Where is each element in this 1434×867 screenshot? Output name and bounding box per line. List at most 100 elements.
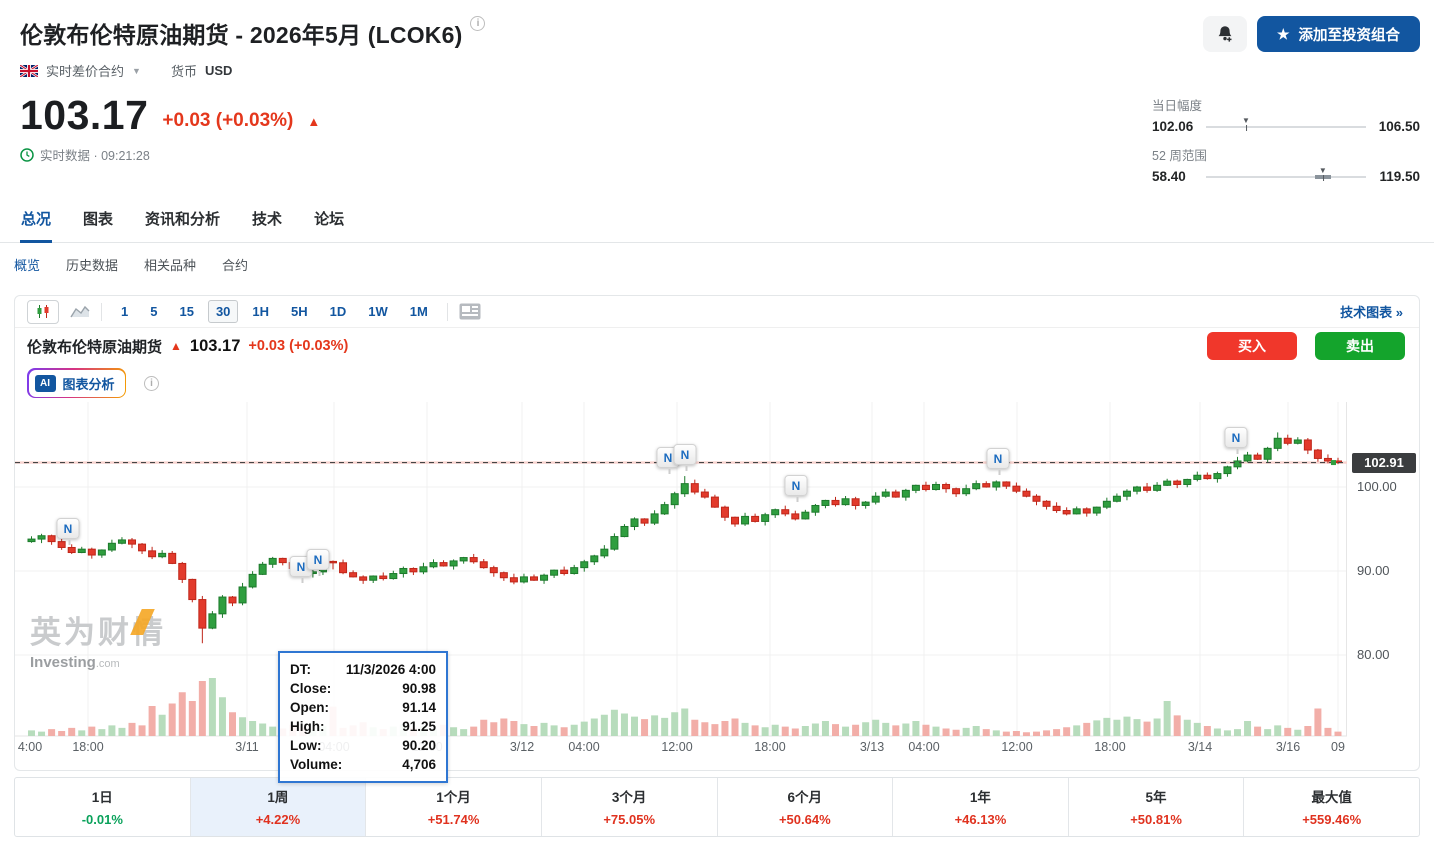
x-axis-label: 18:00 [1094, 740, 1126, 754]
ai-chart-analysis-button[interactable]: AI 图表分析 [27, 368, 127, 398]
subtab-0[interactable]: 概览 [14, 257, 41, 273]
y-axis-label: 90.00 [1357, 563, 1390, 578]
interval-1[interactable]: 1 [113, 300, 136, 323]
week52-range-track: ▼ [1206, 166, 1366, 181]
x-axis-label: 3/16 [1275, 740, 1301, 754]
main-tabs: 总况 图表 资讯和分析 技术 论坛 [0, 198, 1434, 243]
news-marker[interactable]: N [986, 448, 1010, 475]
up-triangle-icon: ▲ [307, 114, 321, 129]
instrument-type[interactable]: 实时差价合约 [46, 64, 125, 79]
x-axis-label: 18:00 [72, 740, 104, 754]
chart-up-arrow-icon: ▲ [170, 339, 182, 353]
sub-tabs: 概览 历史数据 相关品种 合约 [0, 243, 1434, 285]
interval-1W[interactable]: 1W [360, 300, 396, 323]
y-axis-label: 100.00 [1357, 479, 1397, 494]
perf-cell-1[interactable]: 1周 +4.22% [190, 778, 367, 836]
area-chart-button[interactable] [70, 305, 90, 318]
ohlc-tooltip: DT: 11/3/2026 4:00 Close: 90.98 Open: 91.14 Hi… [278, 651, 448, 783]
add-to-portfolio-button[interactable]: ★ 添加至投资组合 [1256, 16, 1420, 52]
chart-instrument-name: 伦敦布伦特原油期货 [27, 338, 163, 356]
x-axis-label: 3/12 [509, 740, 535, 754]
tooltip-row: Close: 90.98 [290, 681, 436, 696]
interval-15[interactable]: 15 [171, 300, 201, 323]
tooltip-row: Open: 91.14 [290, 700, 436, 715]
create-alert-button[interactable] [1202, 16, 1247, 52]
perf-cell-7[interactable]: 最大值 +559.46% [1302, 790, 1362, 827]
x-axis-label: 4:00 [17, 740, 43, 754]
tab-3[interactable]: 技术 [252, 211, 283, 228]
news-marker[interactable]: N [306, 549, 330, 576]
perf-cell-2[interactable]: 1个月 +51.74% [366, 778, 542, 836]
interval-1H[interactable]: 1H [244, 300, 277, 323]
y-axis-label: 80.00 [1357, 647, 1390, 662]
day-range-label: 当日幅度 [1152, 99, 1203, 113]
subtab-3[interactable]: 合约 [222, 257, 249, 273]
news-marker[interactable]: N [673, 444, 697, 471]
subtab-2[interactable]: 相关品种 [144, 257, 197, 273]
instrument-header: 伦敦布伦特原油期货 - 2026年5月 (LCOK6) i ★ 添加至投资组合 [0, 0, 1434, 184]
day-range-track: ▼ [1206, 116, 1366, 131]
candlestick-icon [37, 305, 49, 318]
news-marker[interactable]: N [1224, 427, 1248, 454]
week52-range-marker: ▼ [1318, 165, 1327, 181]
tab-4[interactable]: 论坛 [314, 211, 345, 228]
chart-last-price: 103.17 [189, 336, 241, 355]
tooltip-row: Volume: 4,706 [290, 757, 436, 772]
week52-range-low: 58.40 [1152, 169, 1186, 184]
tooltip-row: Low: 90.20 [290, 738, 436, 753]
week52-range-label: 52 周范围 [1152, 149, 1207, 163]
time-axis[interactable]: 4:00 18:00 3/11 04:00 12:00 3/12 04:00 12:00 18:… [15, 740, 1347, 758]
buy-button[interactable]: 买入 [1207, 332, 1297, 360]
news-overlay-button[interactable] [459, 303, 481, 320]
title-info-icon[interactable]: i [470, 16, 486, 31]
sell-button[interactable]: 卖出 [1315, 332, 1405, 360]
perf-cell-5[interactable]: 1年 +46.13% [893, 778, 1069, 836]
x-axis-label: 12:00 [661, 740, 693, 754]
x-axis-label: 18:00 [754, 740, 786, 754]
subtab-1[interactable]: 历史数据 [66, 257, 119, 273]
clock-icon [20, 147, 34, 162]
interval-1M[interactable]: 1M [402, 300, 436, 323]
week52-range-high: 119.50 [1379, 169, 1420, 184]
x-axis-label: 04:00 [908, 740, 940, 754]
day-range-marker: ▼ [1242, 115, 1250, 131]
price-change: +0.03 (+0.03%) [162, 110, 294, 131]
currency-value: USD [204, 63, 233, 78]
page-title: 伦敦布伦特原油期货 - 2026年5月 (LCOK6) [20, 22, 463, 48]
last-price-badge: 102.91 [1352, 452, 1416, 473]
x-axis-label: 04:00 [568, 740, 600, 754]
tab-1[interactable]: 图表 [83, 211, 114, 228]
perf-cell-3[interactable]: 3个月 +75.05% [542, 778, 718, 836]
tooltip-row: DT: 11/3/2026 4:00 [290, 662, 436, 677]
news-marker[interactable]: N [784, 475, 808, 502]
price-axis[interactable]: 102.91 100.00 90.00 80.00 [1347, 402, 1419, 770]
bell-plus-icon [1218, 26, 1232, 42]
technical-chart-link[interactable]: 技术图表 » [1340, 305, 1403, 320]
perf-cell-0[interactable]: 1日 -0.01% [15, 778, 191, 836]
chevron-down-icon[interactable]: ▼ [132, 65, 141, 76]
last-price: 103.17 [20, 92, 149, 138]
x-axis-label: 3/14 [1187, 740, 1213, 754]
x-axis-label: 09 [1331, 740, 1345, 754]
tab-2[interactable]: 资讯和分析 [145, 211, 221, 228]
news-marker[interactable]: N [56, 518, 80, 545]
interval-5[interactable]: 5 [142, 300, 165, 323]
range-panel: 当日幅度 102.06 ▼ 106.50 52 周范围 58.40 ▼ 119.… [1152, 95, 1420, 195]
x-axis-label: 12:00 [1001, 740, 1033, 754]
interval-1D[interactable]: 1D [322, 300, 355, 323]
perf-cell-4[interactable]: 6个月 +50.64% [718, 778, 894, 836]
tab-0[interactable]: 总况 [20, 198, 53, 243]
interval-30[interactable]: 30 [207, 300, 239, 323]
chart-price-change: +0.03 (+0.03%) [248, 338, 349, 354]
performance-strip: 1日 -0.01% 1周 +4.22% 1个月 +51.74% 3个月 +75.05% 6个月 +… [14, 777, 1420, 837]
news-layout-icon [459, 303, 481, 320]
area-chart-icon [70, 305, 90, 318]
chart-toolbar: 1 5 15 30 1H 5H 1D 1W 1M 技术图表 » [15, 296, 1419, 328]
candlestick-chart-button[interactable] [27, 299, 59, 324]
interval-5H[interactable]: 5H [283, 300, 316, 323]
currency-label: 货币 [170, 64, 197, 79]
ai-info-icon[interactable]: i [144, 375, 160, 391]
x-axis-label: 3/11 [235, 740, 259, 754]
perf-cell-6[interactable]: 5年 +50.81% [1069, 778, 1245, 836]
